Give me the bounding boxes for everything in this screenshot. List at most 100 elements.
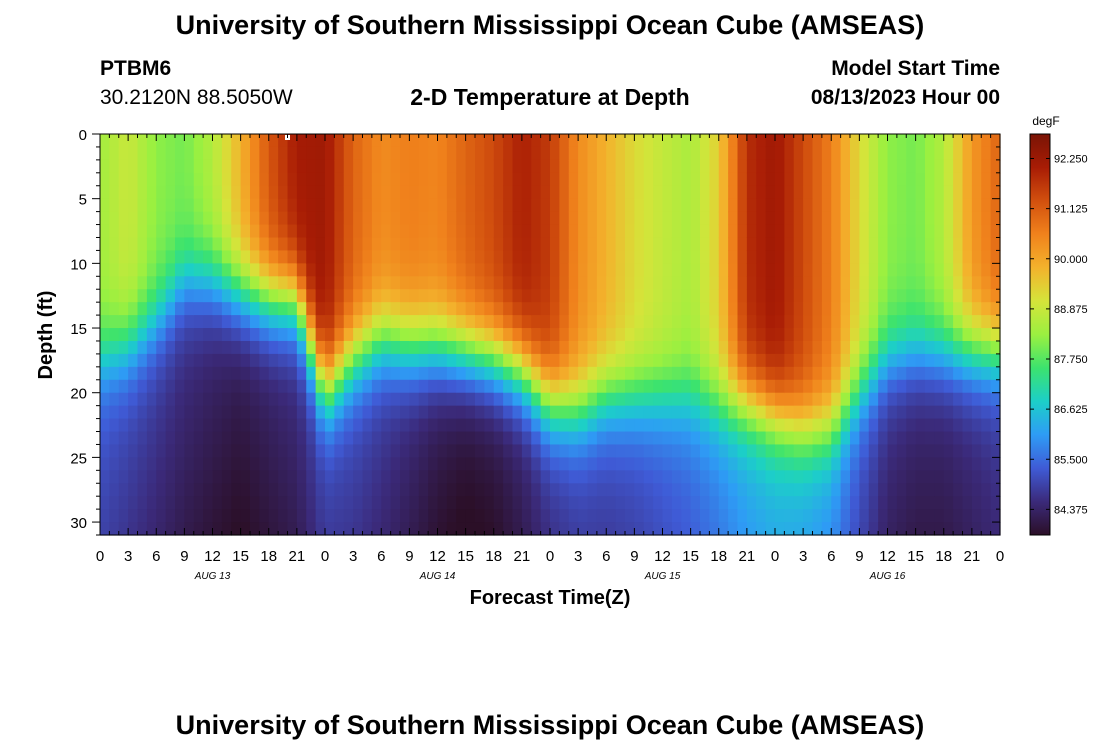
heatmap-cell: [559, 315, 570, 329]
heatmap-cell: [578, 483, 589, 497]
heatmap-cell: [315, 250, 326, 264]
heatmap-cell: [578, 302, 589, 316]
heatmap-cell: [221, 405, 232, 420]
heatmap-cell: [850, 496, 860, 510]
heatmap-cell: [343, 302, 354, 316]
heatmap-cell: [475, 315, 485, 329]
heatmap-cell: [596, 146, 607, 161]
heatmap-cell: [943, 263, 954, 277]
heatmap-cell: [418, 263, 429, 277]
heatmap-cell: [315, 444, 326, 458]
heatmap-cell: [671, 483, 682, 497]
heatmap-cell: [971, 353, 982, 368]
heatmap-cell: [531, 340, 542, 355]
heatmap-cell: [878, 328, 889, 342]
heatmap-cell: [831, 470, 842, 484]
heatmap-cell: [953, 211, 964, 226]
heatmap-cell: [221, 172, 232, 187]
heatmap-cell: [746, 198, 757, 213]
y-tick-label: 15: [70, 321, 87, 338]
heatmap-cell: [100, 470, 110, 484]
heatmap-cell: [221, 340, 232, 355]
heatmap-cell: [943, 366, 954, 381]
heatmap-cell: [362, 379, 373, 394]
heatmap-cell: [915, 237, 926, 252]
heatmap-cell: [484, 366, 495, 381]
heatmap-cell: [615, 172, 626, 187]
heatmap-cell: [428, 418, 439, 433]
heatmap-cell: [343, 483, 354, 497]
heatmap-cell: [465, 509, 476, 523]
heatmap-cell: [831, 315, 842, 329]
heatmap-cell: [812, 340, 823, 355]
heatmap-cell: [109, 276, 120, 290]
heatmap-cell: [250, 405, 260, 420]
heatmap-cell: [953, 263, 964, 277]
heatmap-cell: [540, 302, 551, 316]
heatmap-cell: [512, 289, 523, 303]
heatmap-cell: [231, 237, 242, 252]
heatmap-cell: [971, 211, 982, 226]
heatmap-cell: [925, 418, 935, 433]
heatmap-cell: [887, 483, 898, 497]
heatmap-cell: [906, 172, 917, 187]
heatmap-cell: [118, 522, 129, 536]
heatmap-cell: [296, 328, 307, 342]
heatmap-cell: [175, 211, 185, 226]
heatmap-cell: [165, 340, 176, 355]
heatmap-cell: [334, 315, 345, 329]
heatmap-cell: [896, 392, 907, 407]
heatmap-cell: [615, 159, 626, 174]
heatmap-cell: [334, 289, 345, 303]
heatmap-cell: [709, 379, 720, 394]
heatmap-cell: [559, 159, 570, 174]
heatmap-cell: [915, 185, 926, 200]
heatmap-cell: [212, 470, 223, 484]
heatmap-cell: [184, 198, 195, 213]
heatmap-cell: [709, 172, 720, 187]
heatmap-cell: [887, 366, 898, 381]
heatmap-cell: [737, 198, 748, 213]
heatmap-cell: [465, 172, 476, 187]
heatmap-cell: [446, 340, 457, 355]
heatmap-cell: [100, 496, 110, 510]
heatmap-cell: [268, 328, 279, 342]
heatmap-cell: [259, 159, 270, 174]
heatmap-cell: [878, 418, 889, 433]
heatmap-cell: [653, 405, 664, 420]
heatmap-cell: [137, 431, 148, 446]
heatmap-cell: [250, 276, 260, 290]
heatmap-cell: [503, 198, 514, 213]
heatmap-cell: [437, 366, 448, 381]
heatmap-cell: [390, 522, 401, 536]
heatmap-cell: [109, 509, 120, 523]
heatmap-cell: [934, 146, 945, 161]
heatmap-cell: [868, 289, 879, 303]
heatmap-cell: [634, 276, 645, 290]
heatmap-cell: [118, 302, 129, 316]
heatmap-cell: [437, 134, 448, 148]
heatmap-cell: [437, 522, 448, 536]
heatmap-cell: [803, 302, 814, 316]
heatmap-cell: [521, 392, 532, 407]
heatmap-cell: [915, 444, 926, 458]
heatmap-cell: [596, 418, 607, 433]
heatmap-cell: [803, 172, 814, 187]
heatmap-cell: [118, 315, 129, 329]
x-tick-label: 0: [546, 548, 554, 565]
heatmap-cell: [287, 237, 298, 252]
heatmap-cell: [109, 302, 120, 316]
heatmap-cell: [146, 134, 157, 148]
heatmap-cell: [643, 185, 654, 200]
heatmap-cell: [962, 328, 973, 342]
heatmap-cell: [371, 224, 382, 239]
heatmap-cell: [268, 457, 279, 471]
heatmap-cell: [896, 250, 907, 264]
heatmap-cell: [315, 392, 326, 407]
heatmap-cell: [146, 405, 157, 420]
heatmap-cell: [146, 483, 157, 497]
heatmap-cell: [793, 250, 804, 264]
y-tick-label: 20: [70, 386, 87, 403]
heatmap-cell: [775, 198, 785, 213]
heatmap-cell: [606, 276, 617, 290]
